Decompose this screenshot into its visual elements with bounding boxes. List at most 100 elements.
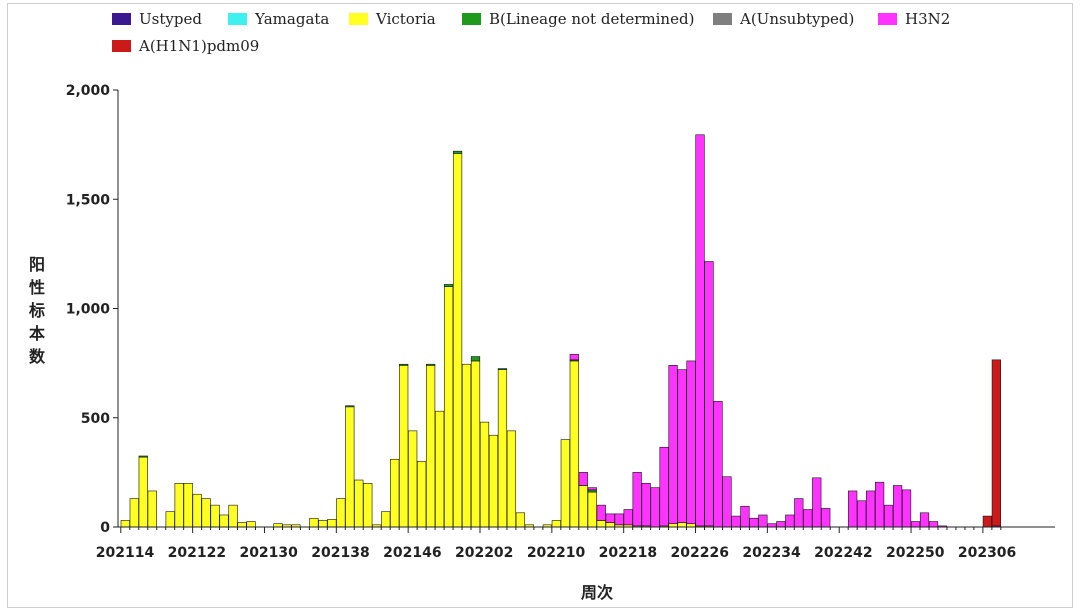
x-tick-label: 202218 xyxy=(599,545,657,561)
y-axis-title-char: 标 xyxy=(28,301,45,320)
bar-segment xyxy=(363,482,373,528)
bar-segment xyxy=(731,515,741,528)
bar-segment xyxy=(399,363,409,366)
bar-segment xyxy=(623,509,633,526)
legend-label: A(H1N1)pdm09 xyxy=(139,37,260,55)
bar-segment xyxy=(228,504,238,528)
bar-segment xyxy=(408,430,418,528)
bar-segment xyxy=(452,153,463,528)
legend-item: A(H1N1)pdm09 xyxy=(112,37,259,55)
bar-segment xyxy=(246,521,256,528)
bar-segment xyxy=(695,134,705,527)
y-tick-label: 1,500 xyxy=(66,192,111,208)
bar-segment xyxy=(506,430,517,528)
bar-segment xyxy=(515,512,526,528)
bar-segment xyxy=(497,369,508,528)
bar-segment xyxy=(668,365,678,525)
bar-segment xyxy=(892,485,903,528)
legend-swatch xyxy=(112,13,131,25)
chart-frame: Ustyped Yamagata Victoria B(Lineage not det… xyxy=(7,3,1073,608)
bar-segment xyxy=(219,514,229,528)
y-tick-label: 1,000 xyxy=(66,302,111,318)
bar-segment xyxy=(201,498,211,528)
x-tick-label: 202202 xyxy=(455,545,513,561)
bar-segment xyxy=(857,500,867,528)
legend-item: Ustyped xyxy=(112,10,202,28)
bar-segment xyxy=(354,479,364,528)
bar-segment xyxy=(426,365,436,528)
bar-segment xyxy=(417,461,427,528)
bar-segment xyxy=(982,515,992,528)
axes: 0 500 1,000 1,500 2,000 202114 202122 202130 202… xyxy=(66,83,1055,561)
legend-item: Victoria xyxy=(349,10,436,28)
bar-segment xyxy=(821,508,831,528)
bar-segment xyxy=(641,482,651,527)
y-tick-label: 500 xyxy=(81,411,110,427)
legend-item: A(Unsubtyped) xyxy=(713,10,854,28)
legend-swatch xyxy=(228,13,247,25)
y-axis-title-char: 性 xyxy=(29,278,45,297)
bar-segment xyxy=(596,520,606,528)
bar-segment xyxy=(470,356,481,362)
bar-area xyxy=(120,134,1001,528)
bar-segment xyxy=(434,410,445,528)
legend-label: A(Unsubtyped) xyxy=(740,10,855,28)
bar-segment xyxy=(345,405,355,408)
bar-segment xyxy=(461,363,472,528)
bar-segment xyxy=(399,365,409,528)
bar-segment xyxy=(578,472,588,486)
bar-segment xyxy=(605,513,615,523)
bar-segment xyxy=(722,476,732,528)
bar-segment xyxy=(426,363,436,366)
bar-segment xyxy=(910,521,921,528)
legend-item: Yamagata xyxy=(228,10,329,28)
bar-segment xyxy=(120,520,130,528)
bar-segment xyxy=(587,491,597,528)
bar-segment xyxy=(758,514,768,528)
bar-segment xyxy=(129,498,139,528)
x-tick-label: 202210 xyxy=(527,545,586,561)
bar-segment xyxy=(587,487,597,491)
bar-segment xyxy=(883,504,894,528)
legend-item: H3N2 xyxy=(878,10,950,28)
x-tick-label: 202242 xyxy=(814,545,872,561)
legend-swatch xyxy=(713,13,732,25)
bar-segment xyxy=(309,517,319,528)
legend-swatch xyxy=(878,13,897,25)
y-tick-label: 2,000 xyxy=(66,83,111,99)
bar-segment xyxy=(713,401,723,528)
bar-segment xyxy=(497,368,508,370)
bar-segment xyxy=(336,498,346,528)
x-tick-label: 202226 xyxy=(670,545,728,561)
bar-segment xyxy=(928,521,939,528)
bar-segment xyxy=(174,482,184,528)
bar-segment xyxy=(183,482,193,528)
bar-segment xyxy=(749,517,759,528)
legend-item: B(Lineage not determined) xyxy=(462,10,694,28)
bar-segment xyxy=(650,487,660,528)
bar-segment xyxy=(587,489,597,493)
bar-segment xyxy=(345,406,355,528)
bar-segment xyxy=(848,490,858,528)
bar-segment xyxy=(138,455,148,458)
bar-segment xyxy=(740,505,750,528)
bar-segment xyxy=(327,519,337,528)
bar-segment xyxy=(677,369,687,523)
bar-segment xyxy=(165,511,175,528)
legend-swatch xyxy=(349,13,368,25)
bar-segment xyxy=(614,513,624,526)
bar-segment xyxy=(901,489,912,528)
legend-label: Yamagata xyxy=(255,10,330,28)
bar-segment xyxy=(443,284,454,287)
bar-segment xyxy=(785,514,795,528)
stacked-bar-chart: 0 500 1,000 1,500 2,000 202114 202122 202130 202… xyxy=(28,83,1055,602)
legend-swatch xyxy=(462,13,481,25)
bar-segment xyxy=(776,521,786,528)
bar-segment xyxy=(812,477,822,528)
y-axis-title-char: 数 xyxy=(29,347,46,366)
y-axis-title-char: 阳 xyxy=(29,255,45,274)
bar-segment xyxy=(488,434,499,528)
legend-label: Ustyped xyxy=(139,10,202,28)
bar-segment xyxy=(443,286,454,528)
bar-segment xyxy=(866,490,876,528)
